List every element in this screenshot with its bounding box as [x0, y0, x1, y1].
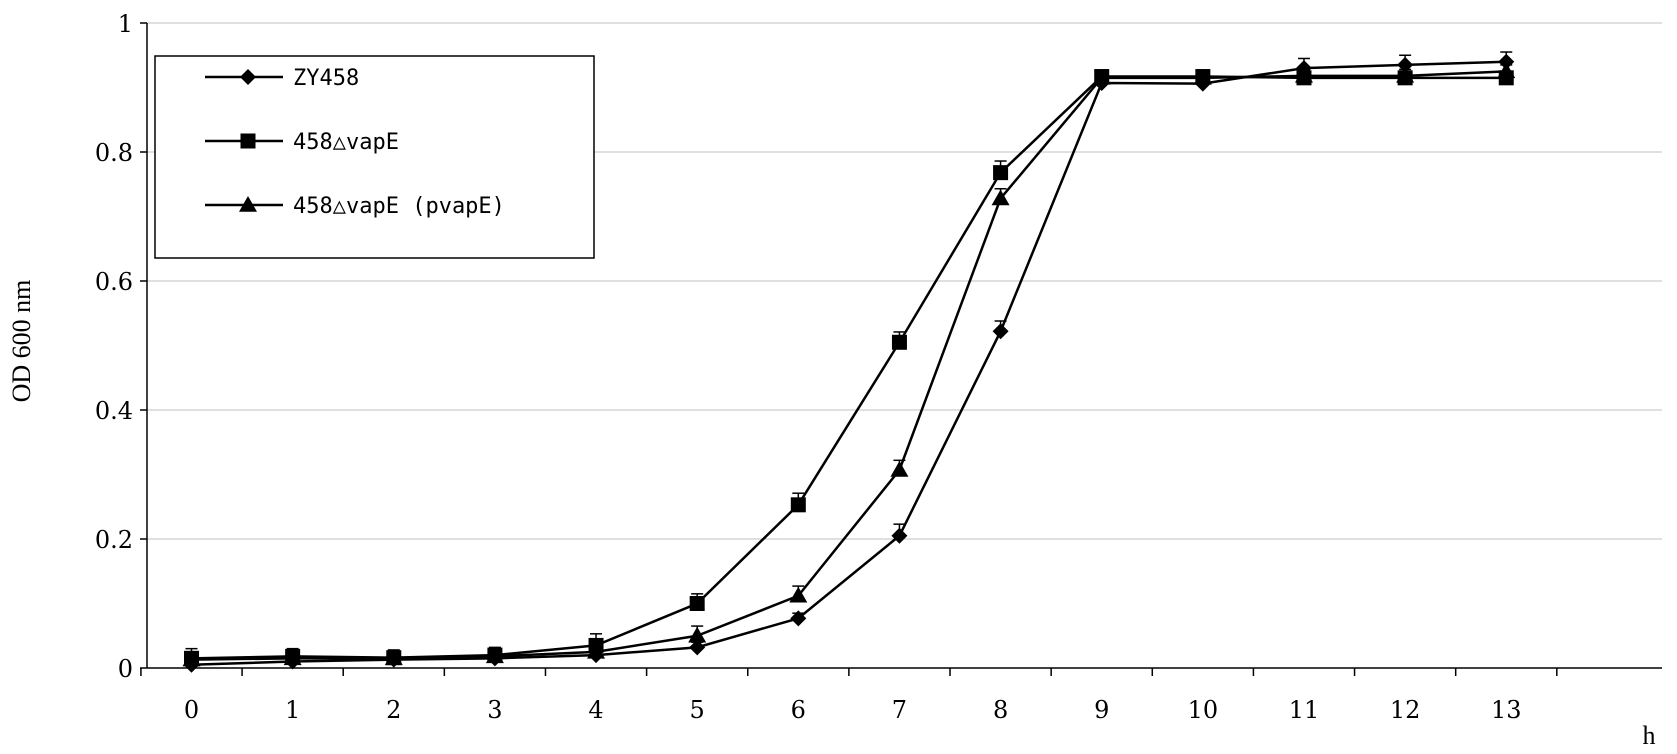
y-tick-label: 0.2 [95, 526, 133, 554]
y-tick-label: 0.4 [95, 397, 133, 425]
series-triangle [182, 62, 1516, 667]
x-tick-label: 9 [1094, 696, 1109, 724]
tick-labels: 00.20.40.60.810 1 2 3 4 5 6 7 8 9 10 11 12 13 [95, 10, 1522, 724]
data-point [1498, 53, 1515, 70]
data-point [689, 596, 705, 611]
data-point [182, 650, 201, 667]
data-point [790, 610, 807, 627]
y-tick-label: 1 [118, 10, 133, 38]
x-tick-label: 1 [285, 696, 300, 724]
y-tick-label: 0 [118, 655, 133, 683]
legend-label: 458△vapE (pvapE) [293, 194, 505, 219]
legend-label: 458△vapE [293, 130, 399, 155]
data-point [1193, 68, 1212, 85]
legend-marker [240, 69, 256, 85]
data-point [790, 497, 806, 513]
legend: ZY458 458△vapE 458△vapE (pvapE) [154, 55, 595, 259]
y-tick-label: 0.8 [95, 139, 133, 167]
legend-marker [240, 133, 256, 149]
data-point [992, 323, 1009, 340]
legend-label: ZY458 [293, 66, 359, 91]
data-point [283, 649, 302, 666]
data-point [1497, 62, 1516, 79]
data-point [890, 460, 909, 477]
data-point [587, 642, 606, 659]
legend-marker [239, 196, 257, 212]
data-point [688, 626, 707, 643]
x-tick-label: 7 [892, 696, 907, 724]
x-tick-label: 13 [1491, 696, 1522, 724]
data-point [1294, 66, 1313, 83]
x-tick-label: 4 [588, 696, 603, 724]
data-point [485, 647, 504, 664]
series-line [191, 70, 1507, 661]
data-point [1092, 68, 1111, 85]
y-axis-label: OD 600 nm [7, 280, 36, 403]
x-tick-label: 2 [386, 696, 401, 724]
data-point [689, 639, 706, 656]
x-tick-label: 12 [1390, 696, 1421, 724]
x-tick-label: 5 [690, 696, 705, 724]
x-tick-label: 6 [791, 696, 806, 724]
data-point [384, 649, 403, 666]
data-point [991, 189, 1010, 206]
data-point [993, 165, 1009, 181]
x-tick-label: 3 [487, 696, 502, 724]
x-tick-label: 10 [1188, 696, 1219, 724]
data-point [891, 527, 908, 544]
x-axis-label: h [1643, 721, 1656, 750]
axes [140, 22, 1662, 676]
x-tick-label: 0 [184, 696, 199, 724]
x-tick-label: 8 [993, 696, 1008, 724]
y-tick-label: 0.6 [95, 268, 133, 296]
data-point [891, 334, 907, 350]
data-point [789, 586, 808, 603]
x-tick-label: 11 [1289, 696, 1320, 724]
series-line [191, 60, 1507, 667]
data-point [1396, 66, 1415, 83]
legend-box [154, 55, 595, 259]
series-lines [182, 51, 1516, 673]
